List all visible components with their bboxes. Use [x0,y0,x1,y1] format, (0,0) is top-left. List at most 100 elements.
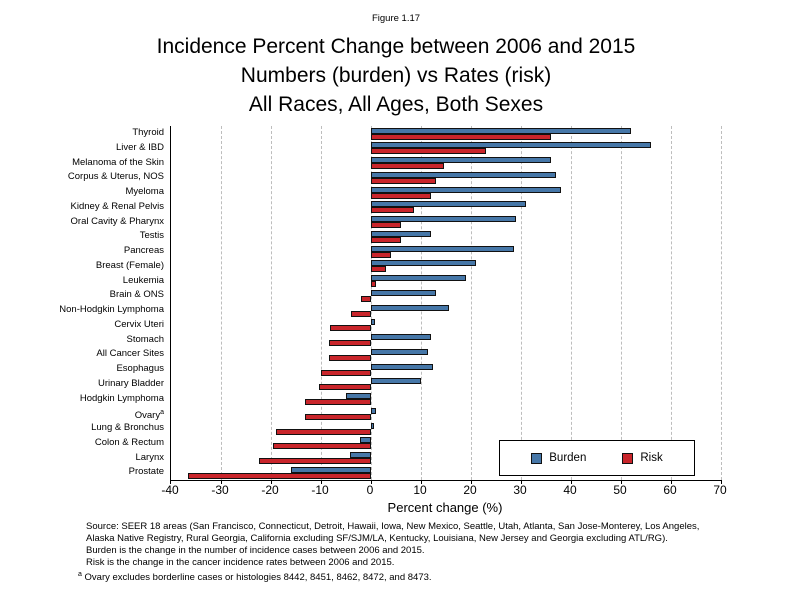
category-label: Breast (Female) [95,259,164,271]
bar-risk [328,354,371,361]
bar-risk [318,384,371,391]
title-line-2: Numbers (burden) vs Rates (risk) [240,64,552,87]
category-label: Testis [139,230,164,242]
bar-burden [371,260,476,267]
gridline [221,126,222,480]
category-label: Cervix Uteri [114,318,164,330]
bar-risk [371,251,391,258]
x-axis-tick-label: -10 [311,483,329,497]
x-axis-tick-mark [521,480,522,484]
bar-burden [371,275,466,282]
bar-risk [371,236,401,243]
bar-risk [371,148,486,155]
bar-burden [346,393,371,400]
bar-burden [371,304,449,311]
gridline [521,126,522,480]
gridline [421,126,422,480]
bar-burden [371,245,514,252]
bar-risk [351,310,371,317]
category-label: Brain & ONS [109,289,164,301]
legend-box: Burden Risk [499,440,695,476]
category-label: Oral Cavity & Pharynx [70,215,164,227]
bar-risk [371,281,376,288]
bar-risk [371,133,551,140]
bar-burden [371,186,561,193]
x-axis-tick-label: 70 [713,483,727,497]
x-axis-tick-mark [721,480,722,484]
bar-risk [187,472,371,479]
legend-burden-label: Burden [549,452,587,464]
x-axis-tick-mark [421,480,422,484]
legend-item-risk: Risk [622,452,663,464]
x-axis-tick-mark [221,480,222,484]
bar-risk [329,325,371,332]
x-axis-tick-mark [371,480,372,484]
bar-burden [371,157,551,164]
x-axis-tick-mark [471,480,472,484]
footnote-line-3: Burden is the change in the number of in… [86,545,425,556]
category-label: Leukemia [122,274,164,286]
category-labels: Thyroid Liver & IBD Melanoma of the Skin Co… [0,126,164,480]
bar-burden [371,407,376,414]
x-axis-tick-label: 40 [563,483,577,497]
x-axis-tick-mark [671,480,672,484]
category-label: Myeloma [125,186,164,197]
x-axis-tick-mark [271,480,272,484]
bar-burden [371,171,556,178]
category-label: Esophagus [116,363,164,374]
gridline [621,126,622,480]
bar-burden [371,363,433,370]
bar-risk [321,369,371,376]
x-axis-tick-mark [170,480,171,484]
category-label: Kidney & Renal Pelvis [70,200,164,212]
x-axis-tick-label: 50 [613,483,627,497]
category-label: Stomach [126,333,165,345]
bar-risk [371,192,431,199]
bar-burden [371,201,526,208]
footnotes: Source: SEER 18 areas (San Francisco, Co… [78,521,776,584]
figure-label: Figure 1.17 [371,13,421,24]
bar-burden [291,466,371,473]
footnote-ovary: a Ovary excludes borderline cases or his… [78,569,776,584]
category-label: Prostate [128,466,164,478]
x-axis-tick-label: 60 [663,483,677,497]
bar-risk [371,266,386,273]
category-superscript: a [160,409,164,417]
bar-risk [371,177,436,184]
gridline [271,126,272,480]
category-label: All Cancer Sites [96,348,164,360]
x-axis-tick-label: -40 [161,483,179,497]
bar-burden [371,230,431,237]
category-label: Ovarya [134,409,164,422]
bar-risk [328,340,371,347]
bar-risk [371,207,414,214]
footnote-ovary-text: Ovary excludes borderline cases or histo… [84,572,432,584]
footnote-superscript: a [78,571,82,578]
bar-risk [371,163,444,170]
bar-burden [371,319,375,326]
footnote-line-4: Risk is the change in the cancer inciden… [86,557,395,568]
chart-title: Incidence Percent Change between 2006 an… [0,32,792,119]
x-axis-tick-mark [571,480,572,484]
bar-burden [371,422,374,429]
gridline [571,126,572,480]
risk-swatch-icon [622,452,634,464]
category-label: Thyroid [132,127,164,138]
x-axis-tick-label: 0 [366,483,374,497]
bar-burden [371,289,436,296]
bar-burden [360,437,371,444]
gridline [721,126,722,480]
category-label: Melanoma of the Skin [72,156,164,168]
legend-risk-label: Risk [640,452,663,464]
x-axis-title: Percent change (%) [387,500,503,515]
footnote-line-1: Source: SEER 18 areas (San Francisco, Co… [86,521,700,532]
legend-item-burden: Burden [531,452,586,464]
x-axis-tick-mark [621,480,622,484]
gridline [371,126,372,480]
bar-risk [305,413,371,420]
bar-risk [258,458,371,465]
x-axis-tick-label: 30 [513,483,527,497]
title-line-3: All Races, All Ages, Both Sexes [248,93,544,116]
footnote-line-2: Alaska Native Registry, Rural Georgia, C… [86,533,668,544]
